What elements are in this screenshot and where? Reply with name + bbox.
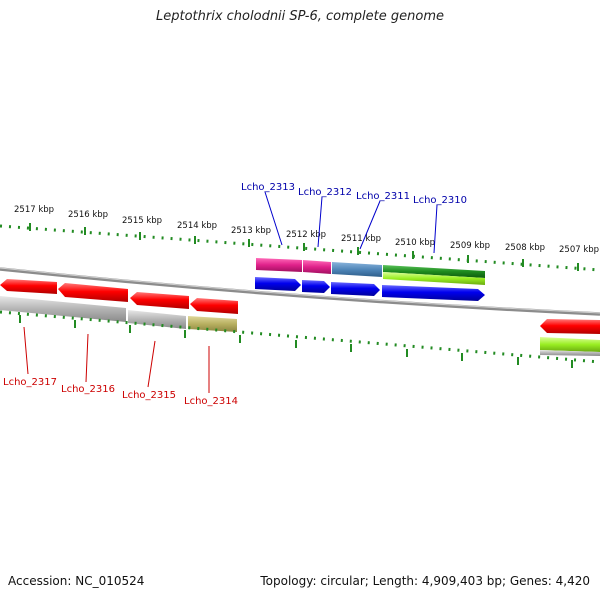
gene-label-lcho-2314[interactable]: Lcho_2314: [184, 396, 238, 407]
kbp-label: 2508 kbp: [505, 243, 545, 253]
reverse-feature-bars: [0, 296, 600, 356]
accession-label: Accession: NC_010524: [8, 574, 145, 588]
kbp-label: 2511 kbp: [341, 234, 381, 244]
leader-line: [359, 200, 381, 250]
feature-bar-magenta[interactable]: [256, 258, 302, 272]
backbone-highlight: [0, 267, 600, 314]
cds-arrow-lcho-2314[interactable]: [190, 298, 238, 314]
kbp-label: 2516 kbp: [68, 210, 108, 220]
genome-backbone: [0, 267, 600, 316]
forward-feature-bars: [256, 258, 485, 285]
kbp-label: 2515 kbp: [122, 216, 162, 226]
reverse-cds-arrows: [0, 279, 600, 334]
cds-arrow-lcho-2313[interactable]: [255, 277, 301, 291]
feature-bar-lime[interactable]: [540, 337, 600, 352]
forward-cds-arrows: [255, 277, 485, 301]
cds-arrow-lcho-2310[interactable]: [382, 285, 485, 301]
kbp-label: 2509 kbp: [450, 241, 490, 251]
leader-line: [433, 204, 438, 254]
kbp-label: 2507 kbp: [559, 245, 599, 255]
lower-ruler-dots: [0, 310, 600, 364]
gene-label-lcho-2311[interactable]: Lcho_2311: [356, 191, 410, 202]
kbp-label: 2512 kbp: [286, 230, 326, 240]
cds-arrow-right-edge[interactable]: [540, 319, 600, 334]
feature-bar-gray[interactable]: [0, 296, 126, 322]
lower-tick-ruler: [0, 310, 600, 368]
kbp-label: 2517 kbp: [14, 205, 54, 215]
map-title: Leptothrix cholodnii SP-6, complete geno…: [156, 9, 444, 24]
kbp-label: 2510 kbp: [395, 238, 435, 248]
kbp-label: 2514 kbp: [177, 221, 217, 231]
gene-label-lcho-2313[interactable]: Lcho_2313: [241, 182, 295, 193]
upper-tick-ruler: [0, 223, 600, 272]
leader-line: [264, 191, 283, 246]
gene-label-lcho-2316[interactable]: Lcho_2316: [61, 384, 115, 395]
leader-line: [147, 340, 156, 388]
topology-label: Topology: circular; Length: 4,909,403 bp…: [260, 574, 590, 588]
upper-ruler-dots: [0, 224, 600, 272]
backbone-line: [0, 267, 600, 316]
feature-bar-steelblue[interactable]: [332, 262, 382, 277]
feature-bar-olive[interactable]: [188, 316, 237, 332]
kbp-labels: 2517 kbp 2516 kbp 2515 kbp 2514 kbp 2513…: [14, 205, 599, 255]
cds-arrow-lcho-2312[interactable]: [302, 280, 330, 293]
feature-bar-gray[interactable]: [128, 310, 186, 329]
leader-line: [317, 196, 323, 248]
feature-bar-lime[interactable]: [383, 272, 485, 285]
kbp-label: 2513 kbp: [231, 226, 271, 236]
leader-line: [85, 333, 89, 383]
cds-arrow-lcho-2311[interactable]: [331, 282, 380, 296]
feature-bar-magenta[interactable]: [303, 260, 331, 274]
gene-label-lcho-2315[interactable]: Lcho_2315: [122, 390, 176, 401]
cds-arrow-lcho-2317[interactable]: [0, 279, 57, 294]
gene-label-lcho-2317[interactable]: Lcho_2317: [3, 377, 57, 388]
cds-arrow-lcho-2316[interactable]: [58, 283, 128, 302]
reverse-gene-labels: Lcho_2317 Lcho_2316 Lcho_2315 Lcho_2314: [3, 326, 238, 407]
forward-gene-labels: Lcho_2313 Lcho_2312 Lcho_2311 Lcho_2310: [241, 182, 467, 254]
gene-label-lcho-2310[interactable]: Lcho_2310: [413, 195, 467, 206]
cds-arrow-lcho-2315[interactable]: [130, 292, 189, 309]
feature-bar-green[interactable]: [383, 265, 485, 278]
feature-bar-gray[interactable]: [540, 350, 600, 356]
gene-label-lcho-2312[interactable]: Lcho_2312: [298, 187, 352, 198]
leader-line: [23, 326, 29, 375]
